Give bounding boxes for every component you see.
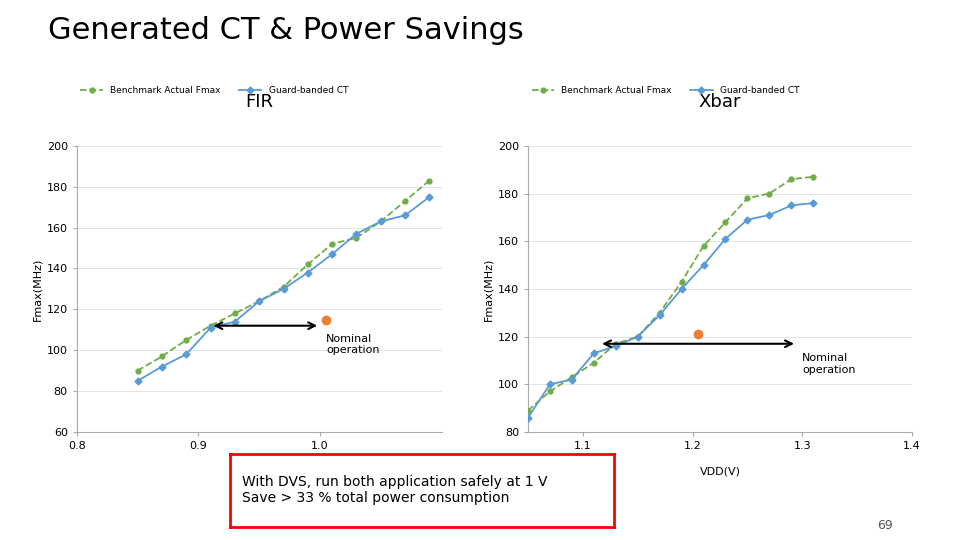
Guard-banded CT — [350, 231, 362, 237]
Legend: Benchmark Actual Fmax, Guard-banded CT: Benchmark Actual Fmax, Guard-banded CT — [528, 83, 803, 99]
Benchmark Actual Fmax — [399, 198, 411, 204]
Text: With DVS, run both application safely at 1 V
Save > 33 % total power consumption: With DVS, run both application safely at… — [242, 475, 547, 505]
Line: Guard-banded CT: Guard-banded CT — [525, 200, 816, 420]
Y-axis label: Fmax(MHz): Fmax(MHz) — [484, 257, 493, 321]
Guard-banded CT — [302, 269, 314, 276]
Guard-banded CT — [742, 217, 754, 223]
Text: Nominal
operation: Nominal operation — [326, 334, 379, 355]
Benchmark Actual Fmax — [156, 353, 168, 360]
Benchmark Actual Fmax — [375, 218, 387, 225]
Benchmark Actual Fmax — [423, 177, 435, 184]
Guard-banded CT — [676, 286, 687, 292]
Text: 69: 69 — [877, 519, 893, 532]
Guard-banded CT — [566, 376, 578, 383]
Line: Benchmark Actual Fmax: Benchmark Actual Fmax — [135, 178, 432, 373]
Benchmark Actual Fmax — [676, 279, 687, 285]
Benchmark Actual Fmax — [204, 322, 216, 329]
Guard-banded CT — [588, 350, 600, 356]
Guard-banded CT — [632, 333, 643, 340]
Benchmark Actual Fmax — [763, 190, 775, 197]
Text: Nominal
operation: Nominal operation — [803, 353, 855, 375]
Guard-banded CT — [763, 212, 775, 218]
Guard-banded CT — [698, 262, 709, 268]
Benchmark Actual Fmax — [277, 284, 289, 290]
Guard-banded CT — [522, 415, 534, 421]
Title: FIR: FIR — [245, 93, 274, 111]
Benchmark Actual Fmax — [180, 337, 192, 343]
Benchmark Actual Fmax — [302, 261, 314, 268]
Guard-banded CT — [654, 312, 665, 319]
Y-axis label: Fmax(MHz): Fmax(MHz) — [33, 257, 42, 321]
Benchmark Actual Fmax — [588, 360, 600, 366]
Benchmark Actual Fmax — [742, 195, 754, 201]
Guard-banded CT — [326, 251, 338, 258]
Line: Guard-banded CT: Guard-banded CT — [135, 194, 432, 383]
Benchmark Actual Fmax — [610, 341, 621, 347]
Guard-banded CT — [720, 235, 732, 242]
Guard-banded CT — [785, 202, 797, 208]
Benchmark Actual Fmax — [229, 310, 241, 316]
Benchmark Actual Fmax — [566, 374, 578, 380]
Text: Generated CT & Power Savings: Generated CT & Power Savings — [48, 16, 524, 45]
Benchmark Actual Fmax — [785, 176, 797, 183]
Benchmark Actual Fmax — [654, 309, 665, 316]
Guard-banded CT — [399, 212, 411, 219]
Benchmark Actual Fmax — [807, 173, 819, 180]
Benchmark Actual Fmax — [522, 407, 534, 414]
Guard-banded CT — [277, 286, 289, 292]
Text: VDD(V): VDD(V) — [239, 467, 279, 476]
Guard-banded CT — [156, 363, 168, 370]
Benchmark Actual Fmax — [350, 234, 362, 241]
Benchmark Actual Fmax — [632, 333, 643, 340]
Guard-banded CT — [423, 194, 435, 200]
Legend: Benchmark Actual Fmax, Guard-banded CT: Benchmark Actual Fmax, Guard-banded CT — [77, 83, 351, 99]
Guard-banded CT — [375, 218, 387, 225]
Guard-banded CT — [253, 298, 265, 305]
Title: Xbar: Xbar — [699, 93, 741, 111]
Benchmark Actual Fmax — [326, 241, 338, 247]
Guard-banded CT — [132, 377, 143, 384]
Benchmark Actual Fmax — [544, 388, 556, 395]
Text: VDD(V): VDD(V) — [700, 467, 740, 476]
Line: Benchmark Actual Fmax: Benchmark Actual Fmax — [525, 174, 816, 413]
Benchmark Actual Fmax — [253, 298, 265, 305]
Guard-banded CT — [807, 200, 819, 206]
Guard-banded CT — [180, 351, 192, 357]
Benchmark Actual Fmax — [698, 243, 709, 249]
Guard-banded CT — [204, 325, 216, 331]
Guard-banded CT — [229, 319, 241, 325]
Guard-banded CT — [544, 381, 556, 388]
Guard-banded CT — [610, 343, 621, 349]
Benchmark Actual Fmax — [720, 219, 732, 225]
Benchmark Actual Fmax — [132, 367, 143, 374]
